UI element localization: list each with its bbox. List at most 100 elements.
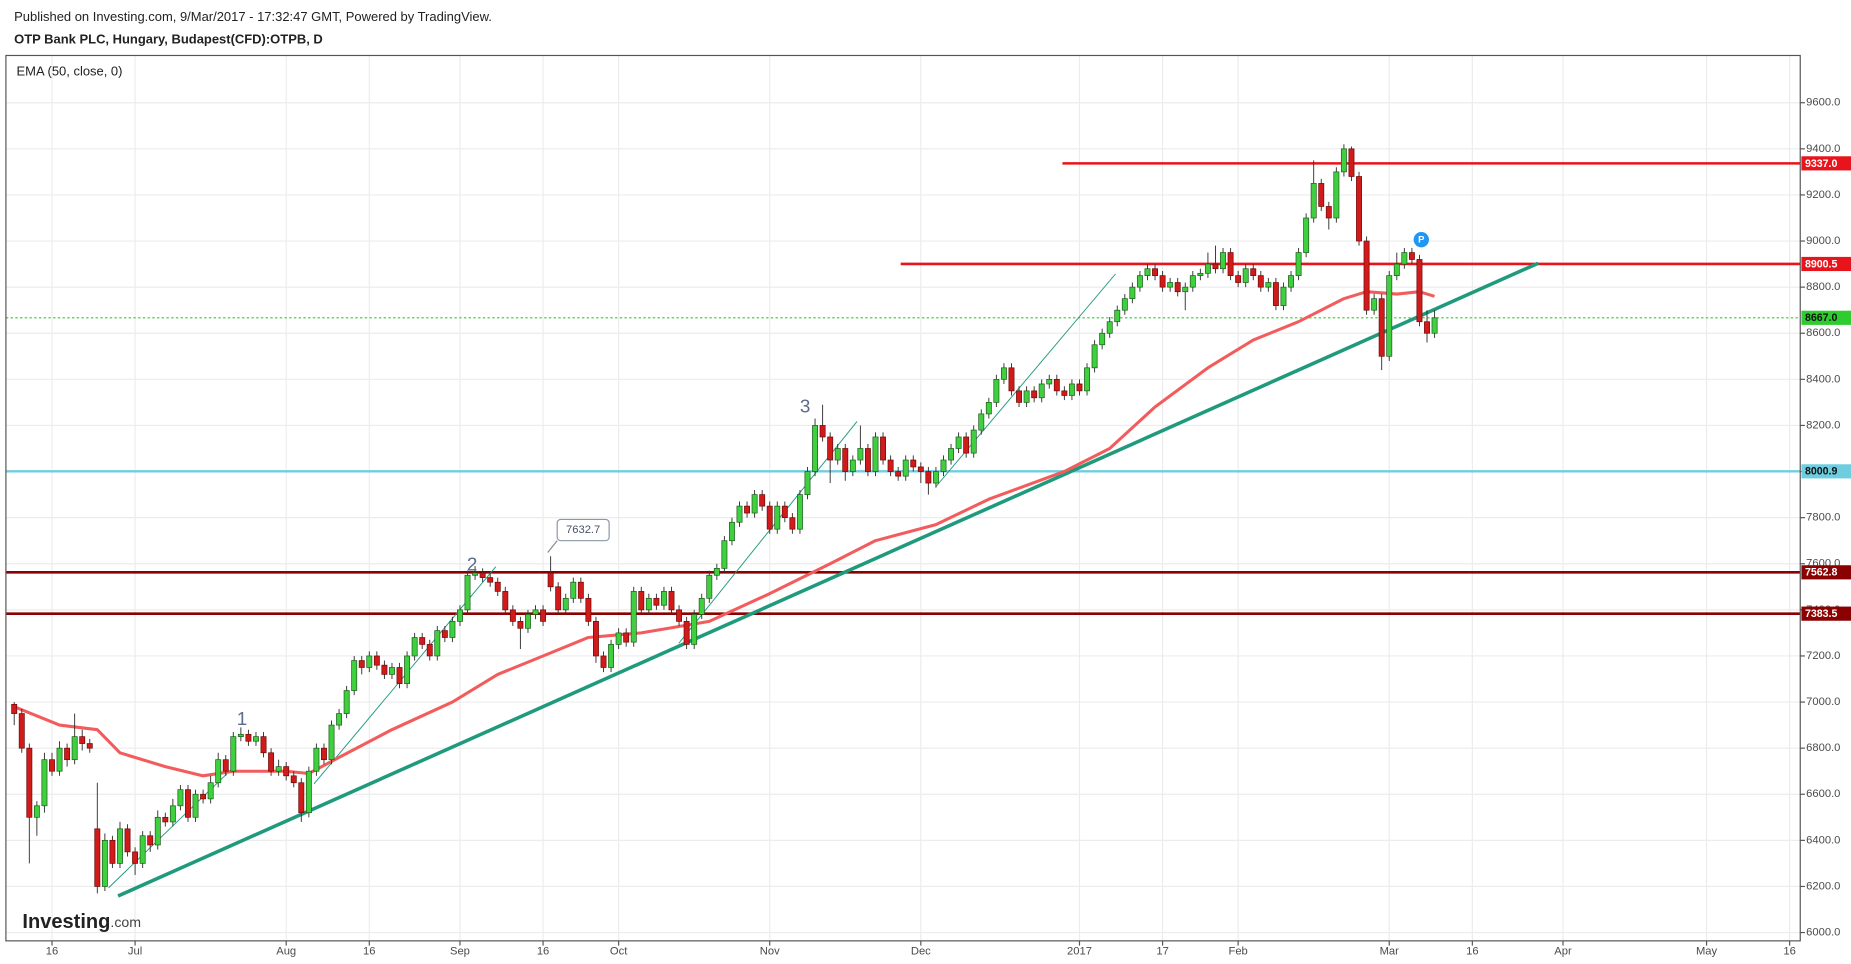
candle-body	[1174, 282, 1181, 293]
candle-body	[1280, 286, 1287, 306]
x-tick-label: 16	[1466, 945, 1478, 957]
candle-body	[1204, 263, 1211, 274]
candle-body	[472, 572, 479, 576]
candle-body	[1114, 309, 1121, 323]
candle-body	[872, 436, 879, 472]
candle-body	[1424, 321, 1430, 334]
candle-body	[1250, 268, 1257, 276]
level-label: 7562.8	[1805, 567, 1838, 579]
candle-body	[819, 425, 826, 438]
y-tick-label: 6000.0	[1806, 927, 1840, 939]
level-label: 9337.0	[1805, 158, 1838, 170]
y-tick-label: 6600.0	[1806, 788, 1840, 800]
candle-body	[132, 851, 139, 864]
level-label: 7383.5	[1805, 608, 1838, 620]
candle-body	[26, 747, 33, 818]
candle-body	[373, 655, 380, 666]
candle-body	[1431, 317, 1438, 334]
candle-body	[1348, 148, 1355, 177]
candle-body	[1340, 148, 1347, 173]
candle-body	[1136, 275, 1143, 288]
candle-body	[895, 471, 902, 477]
candle-body	[41, 759, 48, 807]
candle-body	[1152, 268, 1158, 276]
candle-body	[479, 572, 486, 578]
wave-label: 1	[237, 709, 247, 730]
candle-body	[1272, 282, 1279, 306]
ema	[13, 290, 1435, 778]
candle-body	[593, 621, 599, 657]
candle-body	[1318, 183, 1325, 207]
y-tick-label: 8400.0	[1806, 373, 1840, 385]
candle-body	[1068, 383, 1075, 396]
candle-body	[1242, 268, 1249, 283]
candle-body	[449, 621, 456, 638]
level-label: 8900.5	[1805, 258, 1838, 270]
candle-body	[728, 521, 735, 542]
candle-body	[774, 505, 781, 530]
candle-body	[200, 793, 207, 800]
axes: 6000.0 6200.0 6400.0 6600.0 6800.0 7000.0 7200…	[46, 97, 1851, 957]
candle-body	[1121, 298, 1128, 311]
candle-body	[1265, 282, 1272, 288]
candle-body	[404, 655, 411, 684]
candle-body	[1167, 282, 1174, 288]
candle-body	[781, 505, 788, 519]
candle-body	[1333, 171, 1340, 219]
candle-body	[540, 609, 547, 622]
level-label-box	[1801, 464, 1851, 479]
candle-body	[1212, 263, 1219, 270]
x-tick-label: Dec	[911, 945, 931, 957]
candle-body	[1182, 286, 1189, 293]
symbol-title: OTP Bank PLC, Hungary, Budapest(CFD):OTP…	[14, 32, 323, 47]
callout-text: 7632.7	[566, 524, 600, 536]
y-tick-label: 6400.0	[1806, 834, 1840, 846]
candle-body	[94, 828, 101, 887]
marker-text[interactable]: P	[1418, 235, 1424, 246]
candle-body	[1016, 390, 1022, 403]
x-tick-label: 16	[46, 945, 58, 957]
candle-body	[18, 713, 25, 749]
y-tick-label: 6800.0	[1806, 742, 1840, 754]
candle-body	[970, 429, 977, 454]
y-tick-label: 9200.0	[1806, 189, 1840, 201]
indicator-label: EMA (50, close, 0)	[17, 63, 123, 78]
x-tick-label: May	[1696, 945, 1718, 957]
marker-badge[interactable]: P	[1413, 231, 1429, 248]
logo-suffix: .com	[110, 915, 141, 931]
candle-body	[1227, 252, 1234, 276]
x-tick-label: Apr	[1554, 945, 1572, 957]
candle-body	[804, 471, 811, 495]
candle-body	[1288, 275, 1294, 288]
logo-main: Investing	[22, 911, 110, 933]
candle-body	[1099, 332, 1106, 346]
candle-body	[1401, 252, 1408, 265]
candle-body	[124, 828, 131, 853]
candle-body	[932, 471, 939, 484]
marker-circle[interactable]	[1413, 231, 1429, 248]
x-tick-label: Aug	[276, 945, 296, 957]
candle-body	[668, 591, 675, 611]
candle-body	[1189, 275, 1196, 288]
candle-body	[1106, 321, 1113, 334]
candle-body	[1416, 259, 1423, 323]
candle-body	[1046, 378, 1053, 385]
candle-body	[49, 759, 55, 772]
candle-body	[713, 568, 720, 576]
candle-body	[215, 759, 222, 784]
callout-box	[556, 518, 610, 542]
candle-body	[336, 713, 343, 726]
candle-body	[910, 459, 917, 468]
candle-body	[366, 655, 373, 668]
candle-body	[948, 448, 954, 461]
candle-body	[683, 621, 690, 645]
candle-body	[11, 704, 18, 714]
candle-body	[192, 793, 199, 818]
candle-body	[698, 597, 705, 615]
y-tick-label: 8200.0	[1806, 419, 1840, 431]
candle-body	[842, 448, 849, 472]
candle-body	[343, 690, 350, 714]
x-tick-label: 17	[1156, 945, 1168, 957]
candle-body	[71, 736, 78, 761]
level-label-box	[1801, 310, 1851, 325]
